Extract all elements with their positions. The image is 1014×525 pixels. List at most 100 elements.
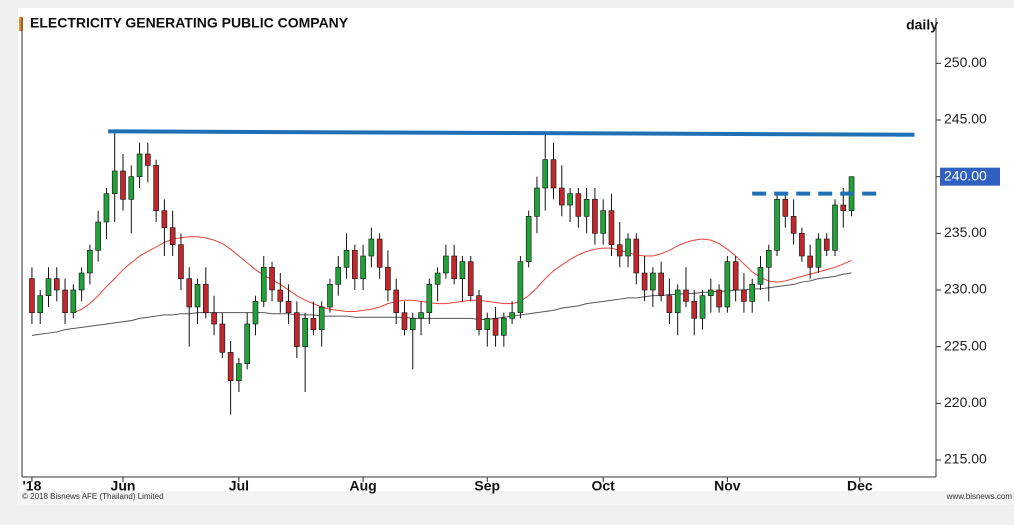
candle-body <box>749 284 756 302</box>
last-price-label: 240.00 <box>944 167 987 183</box>
candle-body <box>650 272 656 291</box>
candle-body <box>376 238 383 268</box>
candle-body <box>567 193 573 206</box>
x-tick-label: '18 <box>22 478 41 494</box>
candle-body <box>236 363 242 381</box>
candle-body <box>459 261 466 279</box>
candle-body <box>765 250 772 268</box>
candle-body <box>244 323 250 364</box>
candle-body <box>625 238 631 257</box>
candle-body <box>633 238 640 274</box>
candle-body <box>699 295 706 319</box>
candle-body <box>277 289 284 302</box>
candle-body <box>575 193 582 217</box>
candle-body <box>37 295 44 313</box>
candle-body <box>674 289 681 313</box>
candle-body <box>368 238 375 257</box>
candle-body <box>136 153 143 177</box>
candle-body <box>517 261 524 313</box>
candle-body <box>799 233 805 257</box>
candle-body <box>451 255 457 279</box>
candle-body <box>327 284 333 308</box>
candle-body <box>716 289 722 308</box>
candle-body <box>186 278 193 308</box>
candle-body <box>153 165 159 211</box>
candle-body <box>732 261 739 291</box>
candle-body <box>641 272 648 291</box>
candle-body <box>525 216 532 262</box>
candle-body <box>227 352 234 381</box>
candle-body <box>211 312 217 325</box>
candle-body <box>202 284 209 313</box>
candle-body <box>385 267 391 291</box>
candle-body <box>294 312 300 347</box>
candle-body <box>128 176 135 200</box>
candle-body <box>78 272 85 291</box>
candle-body <box>360 255 366 279</box>
x-tick-label: Oct <box>592 478 616 494</box>
candle-body <box>335 267 342 285</box>
candle-body <box>70 289 77 313</box>
footer-bar <box>18 491 1014 505</box>
candle-body <box>592 199 598 234</box>
candle-body <box>318 306 325 330</box>
candle-body <box>45 278 52 296</box>
candle-body <box>509 312 515 319</box>
candle-body <box>310 318 317 330</box>
candle-body <box>724 261 731 308</box>
candle-body <box>95 221 101 251</box>
candle-body <box>741 289 747 302</box>
candle-body <box>691 301 698 319</box>
candle-body <box>708 289 714 296</box>
y-tick-label: 235.00 <box>944 224 987 240</box>
candle-body <box>426 284 433 313</box>
candle-body <box>534 187 540 217</box>
candle-body <box>260 267 267 302</box>
y-tick-label: 225.00 <box>944 337 987 353</box>
last-price-box <box>940 167 1000 186</box>
candle-body <box>757 267 764 285</box>
candle-body <box>583 199 590 217</box>
candle-body <box>87 250 93 274</box>
candle-body <box>409 318 416 330</box>
candle-body <box>343 250 350 268</box>
x-tick-label: Dec <box>847 478 873 494</box>
candle-body <box>558 187 565 206</box>
candle-body <box>658 272 664 296</box>
x-tick-label: Jun <box>111 478 136 494</box>
y-tick-label: 245.00 <box>944 111 987 127</box>
footer-left: © 2018 Bisnews AFE (Thailand) Limited <box>22 492 164 501</box>
candle-body <box>120 170 126 200</box>
candle-body <box>269 267 275 291</box>
y-tick-label: 230.00 <box>944 281 987 297</box>
candle-body <box>443 255 449 274</box>
candle-body <box>161 210 168 228</box>
candle-body <box>832 204 838 251</box>
title-marker <box>19 17 23 31</box>
candle-body <box>683 289 689 302</box>
candle-body <box>302 318 308 347</box>
candle-body <box>600 210 606 234</box>
candle-body <box>111 170 118 194</box>
x-tick-label: Jul <box>229 478 249 494</box>
y-tick-label: 220.00 <box>944 394 987 410</box>
candle-body <box>774 199 780 251</box>
candle-body <box>194 284 201 308</box>
period-label: daily <box>906 17 938 33</box>
trendline <box>108 129 915 137</box>
candle-body <box>401 312 408 330</box>
candle-body <box>550 159 557 189</box>
candle-body <box>418 312 424 319</box>
candle-body <box>53 278 60 291</box>
candle-body <box>666 295 673 313</box>
candle-body <box>285 301 292 313</box>
candle-body <box>840 204 847 211</box>
candle-body <box>62 289 68 313</box>
candle-body <box>393 289 400 313</box>
chart-title: ELECTRICITY GENERATING PUBLIC COMPANY <box>30 15 349 31</box>
candle-body <box>823 238 830 251</box>
candle-body <box>169 227 176 245</box>
panel <box>18 8 1014 502</box>
candle-body <box>467 261 474 296</box>
candle-body <box>807 255 813 268</box>
